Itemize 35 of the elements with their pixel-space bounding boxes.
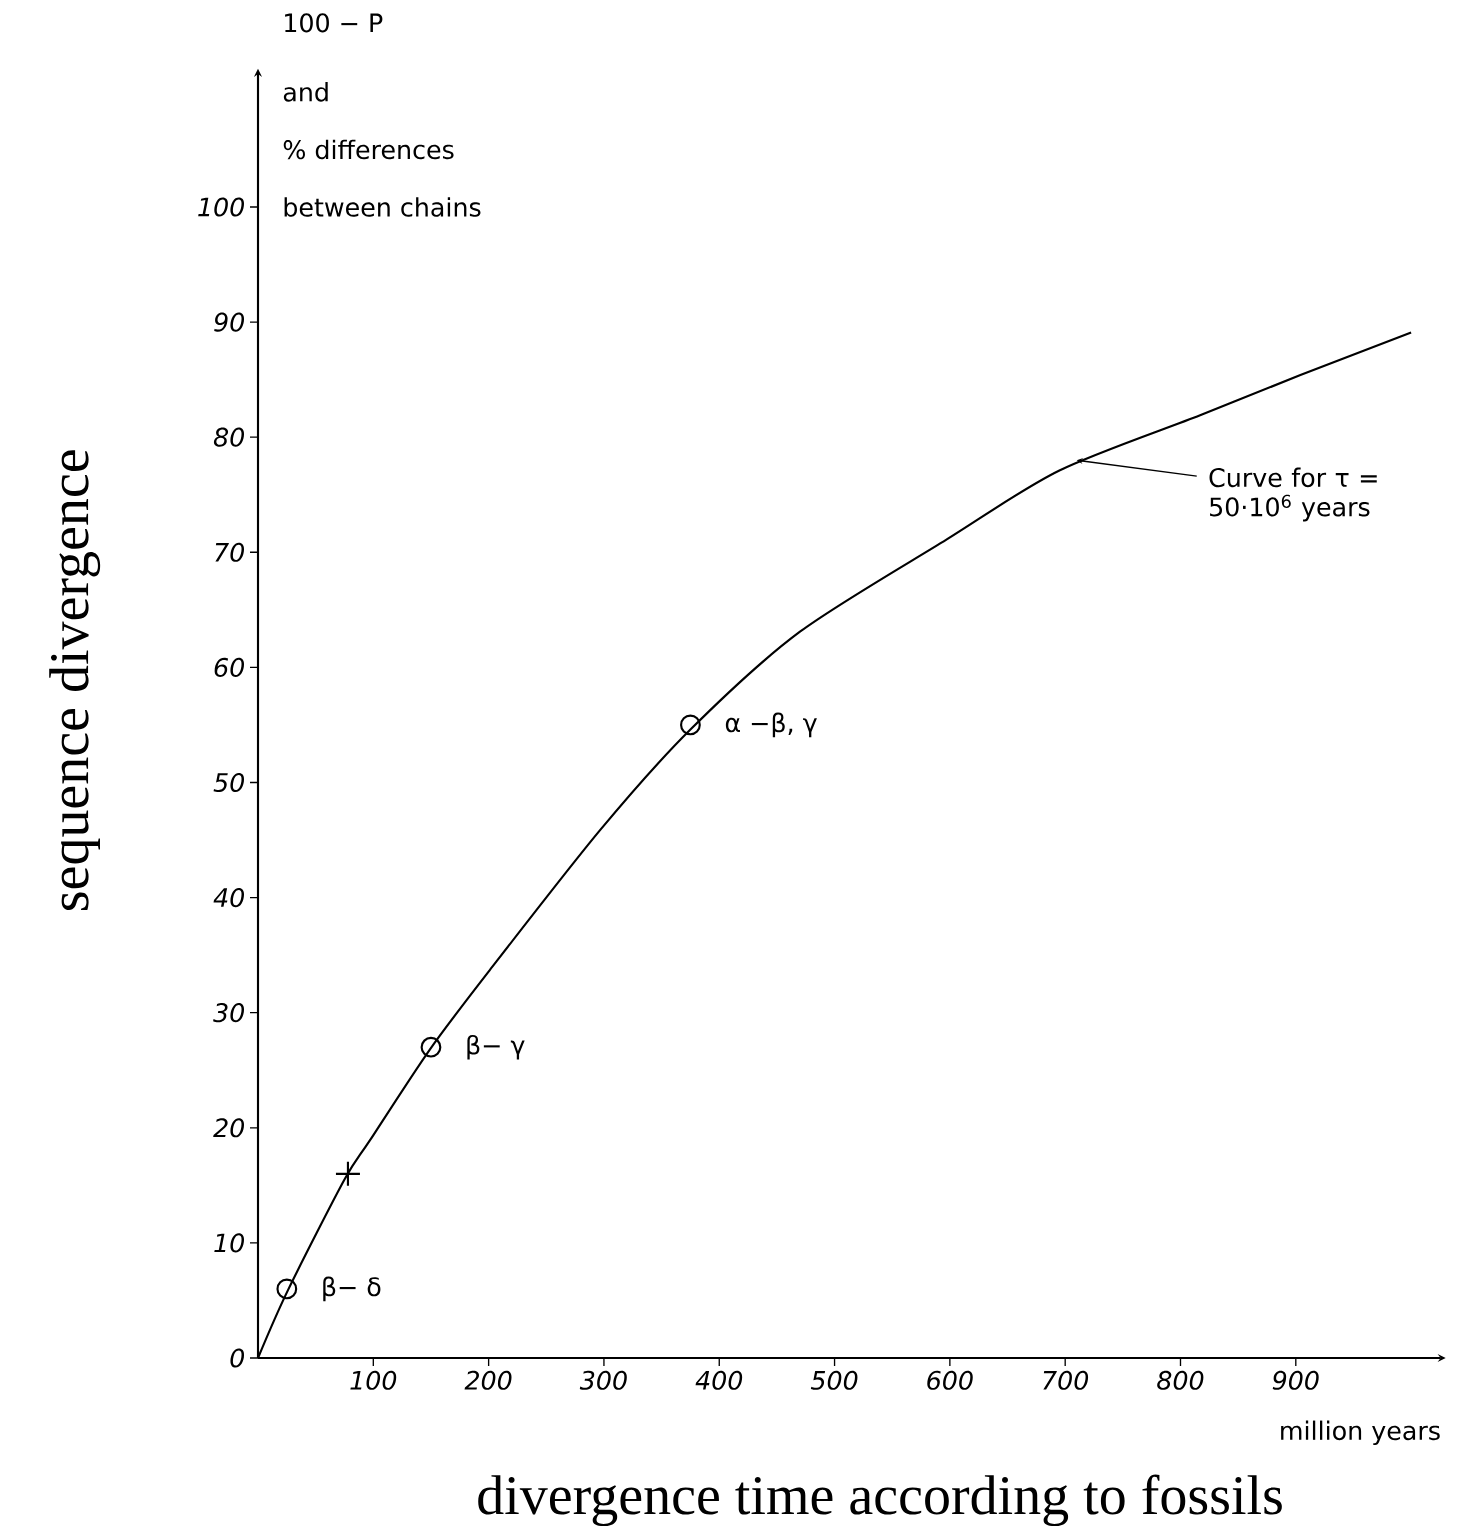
y-tick-label: 50	[213, 772, 245, 793]
x-tick-label: 900	[1272, 1370, 1319, 1390]
text: million years	[1281, 1420, 1440, 1446]
x-tick-label: 800	[1157, 1370, 1204, 1390]
annotation: % differences	[283, 139, 454, 160]
y-tick-label: 90	[214, 312, 245, 332]
annotation: Curve for τ = 50·10$^{6}$ years	[1209, 467, 1377, 522]
y-tick-label: 100	[198, 197, 245, 217]
x-axis-title: divergence time according to fossils	[478, 1474, 1282, 1527]
y-tick-label: 20	[213, 1118, 245, 1138]
annotation: β− γ	[467, 1034, 525, 1060]
x-tick-label: 700	[1043, 1370, 1089, 1390]
x-tick-label: 400	[695, 1370, 743, 1390]
annotation: β− δ	[323, 1276, 381, 1302]
annotation: and	[283, 82, 328, 102]
point	[276, 1278, 298, 1300]
annotation: α −β, γ	[725, 712, 817, 738]
y-tick-label: 70	[215, 542, 245, 562]
x-tick-label: 100	[350, 1370, 397, 1390]
x-tick-label: 500	[810, 1370, 858, 1390]
x-tick-label: 300	[579, 1370, 627, 1390]
y-tick-label: 10	[214, 1233, 245, 1253]
text: 100 − P	[285, 13, 383, 33]
y-tick-label: 60	[214, 657, 245, 677]
point	[335, 1161, 360, 1186]
y-tick-label: 40	[213, 888, 245, 908]
y-tick-label: 0	[230, 1348, 245, 1368]
y-tick-label: 80	[213, 427, 245, 447]
x-tick-label: 200	[464, 1370, 512, 1390]
point	[680, 714, 701, 736]
y-axis-title: sequence divergence	[49, 450, 101, 910]
annotation: between chains	[284, 197, 481, 217]
y-tick-label: 30	[213, 1003, 245, 1023]
point	[420, 1036, 442, 1058]
x-tick-label: 600	[927, 1370, 973, 1390]
